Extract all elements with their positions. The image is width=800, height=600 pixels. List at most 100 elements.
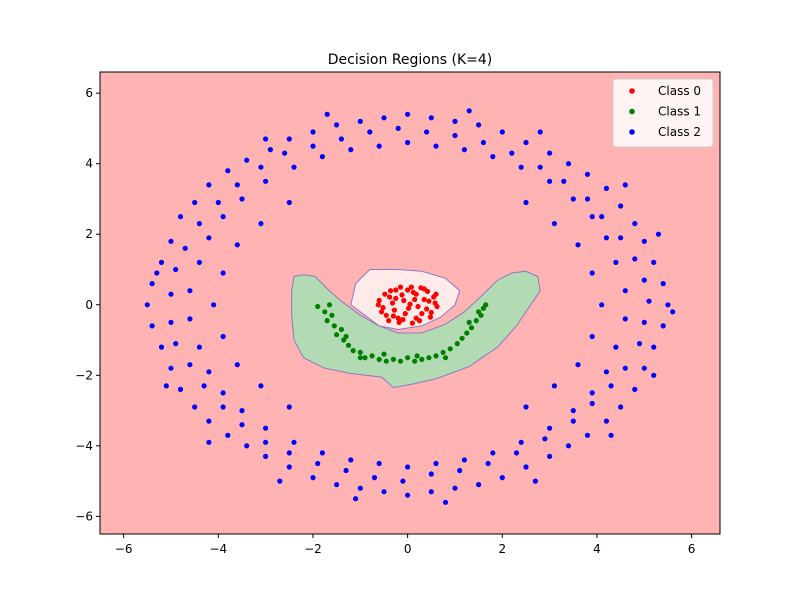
point-class-2 xyxy=(499,129,505,135)
point-class-1 xyxy=(476,309,482,315)
point-class-2 xyxy=(641,365,647,371)
plot-area xyxy=(99,71,721,535)
y-tick-label: −4 xyxy=(75,439,93,453)
point-class-2 xyxy=(618,235,624,241)
point-class-2 xyxy=(286,404,292,410)
point-class-2 xyxy=(192,199,198,206)
y-tick-label: −2 xyxy=(75,368,93,382)
point-class-0 xyxy=(424,306,430,312)
point-class-0 xyxy=(393,295,399,301)
point-class-1 xyxy=(326,302,333,308)
point-class-2 xyxy=(461,147,467,153)
y-tick-label: 4 xyxy=(85,157,93,171)
point-class-2 xyxy=(651,372,657,378)
point-class-0 xyxy=(407,301,413,307)
point-class-1 xyxy=(383,358,389,364)
point-class-2 xyxy=(286,199,292,206)
point-class-2 xyxy=(466,108,472,114)
point-class-2 xyxy=(168,319,174,325)
point-class-1 xyxy=(338,326,344,333)
point-class-2 xyxy=(565,161,572,167)
point-class-0 xyxy=(393,287,399,293)
point-class-1 xyxy=(468,325,475,331)
point-class-0 xyxy=(416,318,423,324)
point-class-1 xyxy=(329,312,335,318)
point-class-2 xyxy=(196,344,202,350)
point-class-1 xyxy=(405,355,411,361)
point-class-2 xyxy=(641,319,647,325)
point-class-2 xyxy=(158,344,165,350)
x-tick-label: −2 xyxy=(304,542,322,556)
point-class-2 xyxy=(263,453,269,459)
point-class-2 xyxy=(589,270,595,276)
point-class-2 xyxy=(584,196,591,202)
point-class-1 xyxy=(381,351,387,357)
point-class-2 xyxy=(220,214,226,220)
point-class-2 xyxy=(646,298,652,304)
point-class-2 xyxy=(622,182,628,188)
point-class-1 xyxy=(433,353,439,359)
point-class-0 xyxy=(400,317,406,323)
point-class-2 xyxy=(310,475,316,481)
point-class-2 xyxy=(660,323,666,329)
point-class-1 xyxy=(397,358,404,364)
point-class-2 xyxy=(452,485,458,491)
point-class-0 xyxy=(397,284,404,290)
point-class-2 xyxy=(258,383,264,389)
point-class-2 xyxy=(324,111,330,117)
point-class-2 xyxy=(158,259,165,265)
point-class-2 xyxy=(357,118,363,124)
point-class-2 xyxy=(547,453,553,459)
point-class-2 xyxy=(291,164,297,170)
point-class-2 xyxy=(570,196,576,202)
point-class-2 xyxy=(220,390,226,396)
point-class-0 xyxy=(386,318,392,324)
legend: Class 0 Class 1 Class 2 xyxy=(612,78,714,148)
point-class-2 xyxy=(480,139,486,146)
point-class-2 xyxy=(367,129,373,135)
point-class-2 xyxy=(168,365,174,371)
point-class-2 xyxy=(632,256,638,262)
legend-marker xyxy=(629,108,635,115)
point-class-2 xyxy=(196,259,202,265)
point-class-1 xyxy=(447,346,453,352)
point-class-2 xyxy=(603,418,610,424)
legend-label: Class 1 xyxy=(658,105,701,119)
point-class-2 xyxy=(603,369,610,375)
point-class-2 xyxy=(551,221,558,227)
point-class-0 xyxy=(433,291,439,297)
point-class-1 xyxy=(345,342,352,348)
point-class-1 xyxy=(419,356,425,362)
point-class-2 xyxy=(310,143,316,149)
point-class-0 xyxy=(419,311,425,317)
y-tick-label: −6 xyxy=(75,509,93,523)
point-class-2 xyxy=(537,164,543,170)
point-class-2 xyxy=(433,460,439,467)
point-class-2 xyxy=(428,471,434,477)
point-class-1 xyxy=(414,353,420,359)
point-class-2 xyxy=(547,425,553,431)
point-class-2 xyxy=(599,302,605,308)
point-class-2 xyxy=(258,164,264,170)
decision-region-class-1 xyxy=(291,270,541,389)
point-class-1 xyxy=(362,355,368,361)
point-class-2 xyxy=(608,432,614,438)
point-class-2 xyxy=(173,266,179,273)
point-class-1 xyxy=(442,355,449,361)
point-class-1 xyxy=(466,319,472,325)
point-class-2 xyxy=(343,467,349,474)
point-class-0 xyxy=(421,286,427,292)
point-class-1 xyxy=(440,349,446,355)
point-class-2 xyxy=(632,221,638,227)
point-class-2 xyxy=(225,432,231,438)
point-class-0 xyxy=(388,288,394,294)
point-class-2 xyxy=(149,281,155,287)
point-class-2 xyxy=(381,115,387,121)
point-class-1 xyxy=(343,333,349,340)
point-class-2 xyxy=(660,281,666,287)
point-class-1 xyxy=(315,303,321,310)
point-class-2 xyxy=(206,369,212,375)
x-tick-label: −6 xyxy=(115,542,133,556)
point-class-2 xyxy=(518,439,524,445)
point-class-0 xyxy=(408,284,414,290)
